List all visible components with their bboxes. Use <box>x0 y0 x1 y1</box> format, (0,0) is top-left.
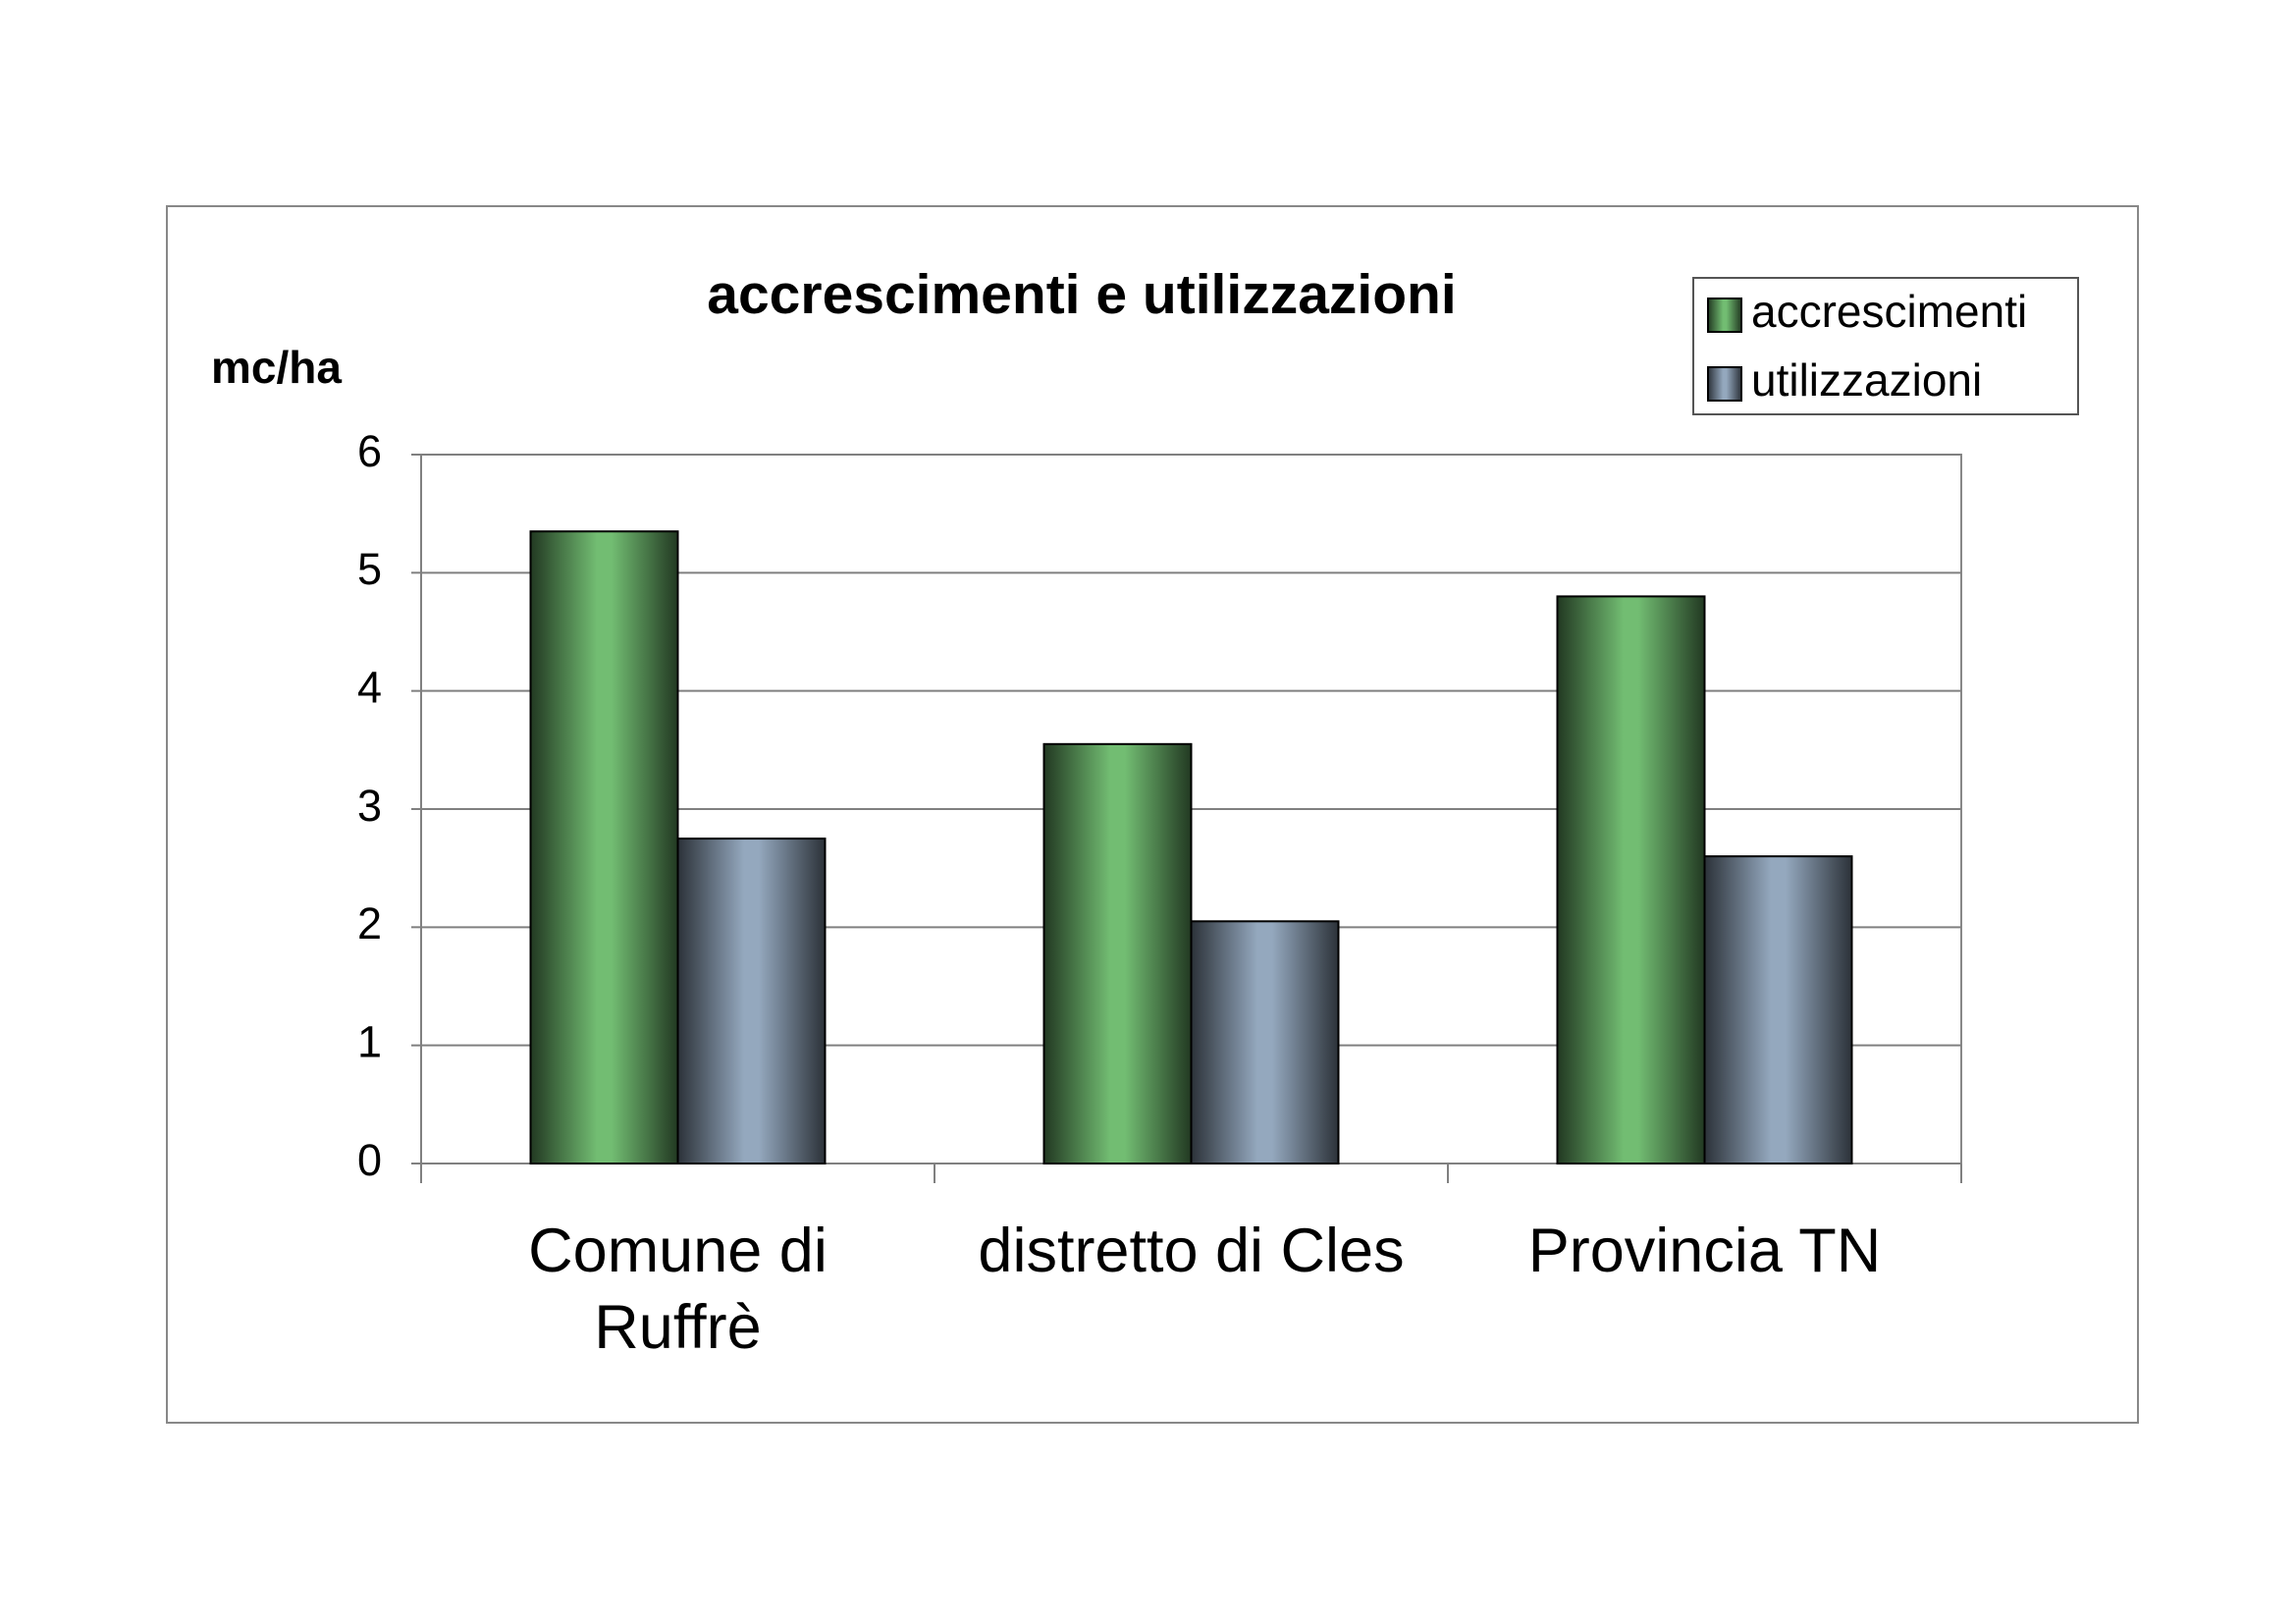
bar <box>1703 855 1853 1165</box>
y-tick-label: 5 <box>357 544 382 594</box>
y-tick-label: 4 <box>357 663 382 713</box>
legend-swatch <box>1707 298 1742 333</box>
bar <box>529 530 679 1164</box>
x-tick-label: Comune di Ruffrè <box>528 1217 828 1362</box>
y-tick-label: 3 <box>357 781 382 831</box>
y-axis-label: mc/ha <box>211 342 342 393</box>
y-tick-label: 1 <box>357 1017 382 1067</box>
bar <box>676 838 827 1164</box>
legend-label: utilizzazioni <box>1751 354 1982 406</box>
legend-swatch <box>1707 366 1742 402</box>
y-tick-label: 2 <box>357 898 382 948</box>
y-tick-label: 6 <box>357 426 382 476</box>
x-tick-label: Provincia TN <box>1527 1217 1882 1285</box>
bar <box>1556 595 1706 1164</box>
bar <box>1042 742 1193 1164</box>
bar <box>1190 920 1340 1164</box>
y-tick-label: 0 <box>357 1135 382 1185</box>
chart-title: accrescimenti e utilizzazioni <box>707 263 1456 326</box>
x-tick-label: distretto di Cles <box>978 1217 1405 1285</box>
legend-box <box>1692 277 2079 415</box>
legend-label: accrescimenti <box>1751 286 2027 337</box>
